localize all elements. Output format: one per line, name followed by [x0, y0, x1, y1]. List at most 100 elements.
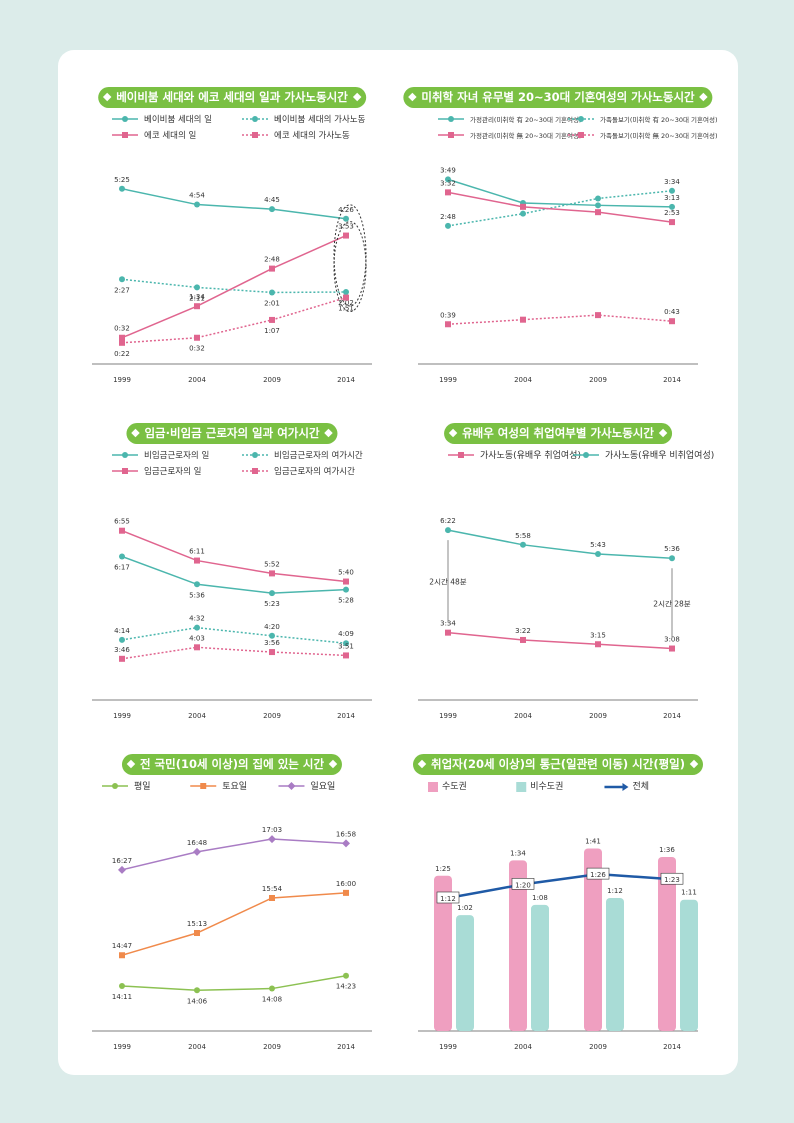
data-label: 14:23 — [336, 983, 356, 991]
chart-svg: 1999 2004 2009 2014 수도권 비수도권 전체 1:25 1:34 1:41 1:3… — [418, 780, 698, 1051]
data-point — [194, 987, 200, 994]
legend-label: 베이비붐 세대의 일 — [144, 114, 212, 125]
data-label: 16:27 — [112, 857, 132, 865]
data-point — [669, 645, 675, 652]
x-tick-label: 2009 — [589, 1043, 607, 1051]
data-point — [269, 289, 275, 296]
chart-svg: 1999 2004 2009 2014 가사노동(유배우 취업여성) 가사노동(유배우 비… — [418, 449, 714, 720]
bar-data-label: 1:12 — [607, 887, 623, 895]
data-point — [343, 288, 349, 295]
legend-label: 전체 — [632, 781, 649, 792]
data-label: 4:32 — [189, 615, 205, 623]
chart-panel-wage-workers: 임금·비임금 근로자의 일과 여가시간 1999 2004 2009 2014 비임금근… — [82, 423, 382, 743]
chart-svg: 1999 2004 2009 2014 평일 토요일 일요일 14:11 14:06 14:08 1… — [92, 781, 372, 1051]
data-label-box — [436, 891, 460, 904]
data-point — [520, 636, 526, 643]
data-point — [119, 185, 125, 192]
legend-label: 가정관리(미취학 無 20~30대 기혼여성) — [470, 131, 582, 140]
legend-label: 평일 — [134, 781, 151, 792]
x-tick-label: 2014 — [337, 376, 355, 384]
x-tick-label: 1999 — [113, 712, 131, 720]
data-label: 4:26 — [338, 206, 354, 214]
data-point — [269, 895, 275, 901]
data-point — [595, 550, 601, 557]
data-point — [119, 334, 125, 341]
data-label: 0:22 — [114, 350, 130, 358]
bar — [531, 904, 549, 1031]
highlight-circle — [333, 204, 367, 307]
legend-label: 에코 세대의 일 — [144, 130, 196, 141]
data-label: 2:27 — [114, 286, 130, 294]
legend-label: 일요일 — [310, 781, 335, 792]
data-point — [445, 321, 451, 328]
data-point — [343, 232, 349, 239]
x-tick-label: 2014 — [663, 1043, 681, 1051]
data-point — [669, 219, 675, 226]
data-point — [269, 985, 275, 992]
series-line — [121, 555, 347, 594]
x-tick-label: 1999 — [113, 1043, 131, 1051]
data-label: 5:58 — [515, 532, 531, 540]
data-label: 4:14 — [114, 627, 130, 635]
x-tick-label: 2004 — [188, 1043, 206, 1051]
data-label: 3:08 — [664, 636, 680, 644]
data-label: 3:49 — [440, 166, 456, 174]
series-line — [447, 178, 673, 208]
data-label: 6:55 — [114, 518, 130, 526]
data-point — [269, 649, 275, 656]
data-point — [119, 636, 125, 643]
legend-marker — [252, 468, 258, 474]
data-label: 2:01 — [264, 299, 280, 307]
data-point — [194, 303, 200, 310]
data-label: 4:03 — [189, 634, 205, 642]
content-card — [58, 50, 738, 1075]
highlight-circle — [333, 221, 367, 313]
chart-svg: 1999 2004 2009 2014 비임금근로자의 일 비임금근로자의 여가시간임금근… — [92, 450, 372, 720]
data-point — [194, 557, 200, 564]
data-point — [520, 541, 526, 548]
legend-label: 에코 세대의 가사노동 — [274, 130, 350, 141]
gap-annotation: 2시간 48분 — [429, 576, 466, 586]
line-data-label: 1:23 — [664, 876, 680, 884]
series-line — [121, 626, 347, 644]
data-label-box — [660, 872, 684, 885]
legend-marker — [448, 132, 454, 138]
x-tick-label: 2004 — [514, 712, 532, 720]
data-point — [595, 209, 601, 216]
data-point — [119, 553, 125, 560]
data-label: 0:39 — [440, 311, 456, 319]
chart-panel-preschool-children: 미취학 자녀 유무별 20~30대 기혼여성의 가사노동시간 1999 2004 2… — [403, 87, 718, 407]
data-point — [119, 527, 125, 534]
data-point — [343, 578, 349, 585]
data-label: 14:08 — [262, 996, 282, 1004]
data-point — [343, 972, 349, 979]
series-line — [121, 975, 347, 992]
data-point — [194, 930, 200, 937]
data-point — [343, 652, 349, 659]
chart-panel-married-women: 유배우 여성의 취업여부별 가사노동시간 1999 2004 2009 2014 가사노… — [408, 423, 714, 743]
data-label: 3:46 — [114, 646, 130, 654]
data-label-box — [511, 878, 535, 890]
legend-swatch — [516, 782, 527, 792]
x-tick-label: 2014 — [337, 712, 355, 720]
chart-svg: 1999 2004 2009 2014 베이비붐 세대의 일 베이비붐 세대의 가사노동에… — [92, 114, 372, 384]
chart-title: 미취학 자녀 유무별 20~30대 기혼여성의 가사노동시간 — [403, 87, 713, 108]
legend-marker — [112, 783, 118, 789]
data-point — [194, 581, 200, 588]
chart-title: 유배우 여성의 취업여부별 가사노동시간 — [444, 423, 672, 444]
bar-data-label: 1:02 — [457, 904, 473, 912]
legend-marker — [200, 783, 207, 789]
legend-marker — [122, 468, 128, 474]
bar-data-label: 1:25 — [435, 865, 451, 873]
data-point — [269, 316, 275, 323]
line-data-label: 1:12 — [440, 895, 456, 903]
x-tick-label: 1999 — [439, 1043, 457, 1051]
data-point — [269, 570, 275, 577]
legend-marker — [122, 116, 128, 122]
legend-label: 비임금근로자의 여가시간 — [274, 450, 363, 461]
legend-marker — [578, 116, 584, 122]
bar-data-label: 1:36 — [659, 846, 675, 854]
bar — [658, 857, 676, 1031]
data-label: 5:36 — [664, 545, 680, 553]
data-label: 5:52 — [264, 560, 280, 568]
